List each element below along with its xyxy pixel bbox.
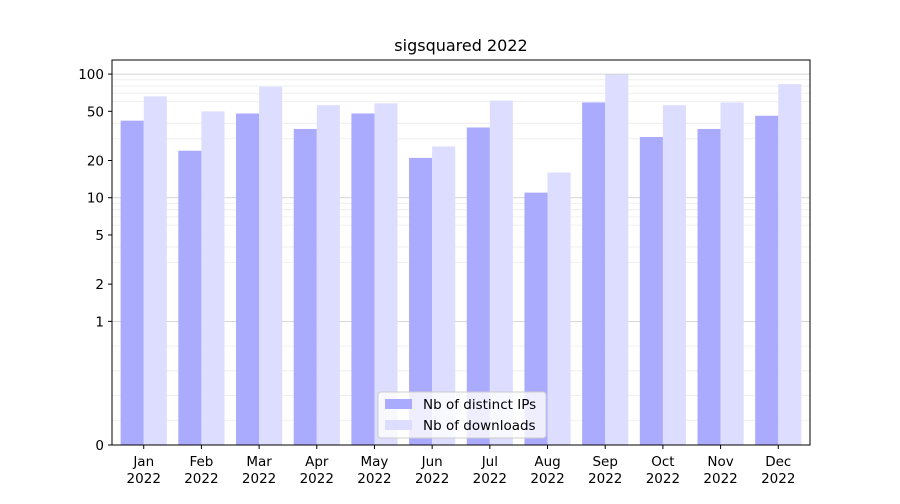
bar-downloads xyxy=(720,102,744,445)
y-tick-label: 5 xyxy=(95,228,104,244)
bar-distinct-ips xyxy=(178,150,202,445)
bar-distinct-ips xyxy=(409,157,433,446)
bar-distinct-ips xyxy=(466,127,490,446)
bar-downloads xyxy=(605,74,629,445)
x-tick-label: Sep 2022 xyxy=(588,454,622,487)
y-tick-label: 50 xyxy=(87,104,104,120)
bar-distinct-ips xyxy=(524,192,548,445)
y-tick-label: 1 xyxy=(95,314,104,330)
bar-distinct-ips xyxy=(120,120,144,446)
bar-downloads xyxy=(778,84,802,445)
bar-distinct-ips xyxy=(293,128,317,445)
bar-downloads xyxy=(489,100,513,445)
bar-downloads xyxy=(662,105,686,445)
plot-frame xyxy=(111,59,811,446)
grid-layer xyxy=(112,73,810,421)
x-tick-label: Jan 2022 xyxy=(127,454,161,487)
x-tick-label: Aug 2022 xyxy=(530,454,564,487)
legend-box xyxy=(377,391,547,439)
y-tick-label: 2 xyxy=(95,277,104,293)
legend-label-ips: Nb of distinct IPs xyxy=(423,397,536,413)
bar-distinct-ips xyxy=(582,102,606,445)
x-tick-label: Nov 2022 xyxy=(703,454,737,487)
x-tick-label: Jul 2022 xyxy=(473,454,507,487)
bar-downloads xyxy=(316,105,340,445)
bar-downloads xyxy=(143,96,167,445)
legend-swatch-ips xyxy=(385,399,412,409)
x-tick-label: Jun 2022 xyxy=(415,454,449,487)
legend-label-downloads: Nb of downloads xyxy=(423,418,536,434)
bar-distinct-ips xyxy=(639,136,663,445)
x-tick-label: Dec 2022 xyxy=(761,454,795,487)
bar-layer xyxy=(120,74,802,446)
bar-distinct-ips xyxy=(236,113,260,446)
y-tick-label: 20 xyxy=(87,154,104,170)
bar-distinct-ips xyxy=(351,113,375,446)
y-tick-label: 0 xyxy=(95,438,104,454)
x-tick-label: Mar 2022 xyxy=(242,454,276,487)
bar-downloads xyxy=(201,111,225,445)
bar-downloads xyxy=(547,172,571,446)
y-tick-label: 10 xyxy=(87,191,104,207)
bar-distinct-ips xyxy=(697,128,721,445)
bar-downloads xyxy=(432,146,456,445)
bar-downloads xyxy=(259,86,283,446)
bar-distinct-ips xyxy=(755,115,779,446)
x-tick-label: Oct 2022 xyxy=(646,454,680,487)
y-tick-label: 100 xyxy=(78,67,104,83)
legend-swatch-downloads xyxy=(385,420,412,430)
x-tick-label: Apr 2022 xyxy=(300,454,334,487)
x-tick-label: Feb 2022 xyxy=(184,454,218,487)
axis-layer: Jan 2022 Feb 2022 Mar 2022 Apr 2022 May 2022 Jun 20… xyxy=(78,67,795,487)
legend: Nb of distinct IPs Nb of downloads xyxy=(377,391,547,439)
chart-title: sigsquared 2022 xyxy=(394,36,527,55)
x-tick-label: May 2022 xyxy=(357,454,391,487)
bar-downloads xyxy=(374,103,398,445)
